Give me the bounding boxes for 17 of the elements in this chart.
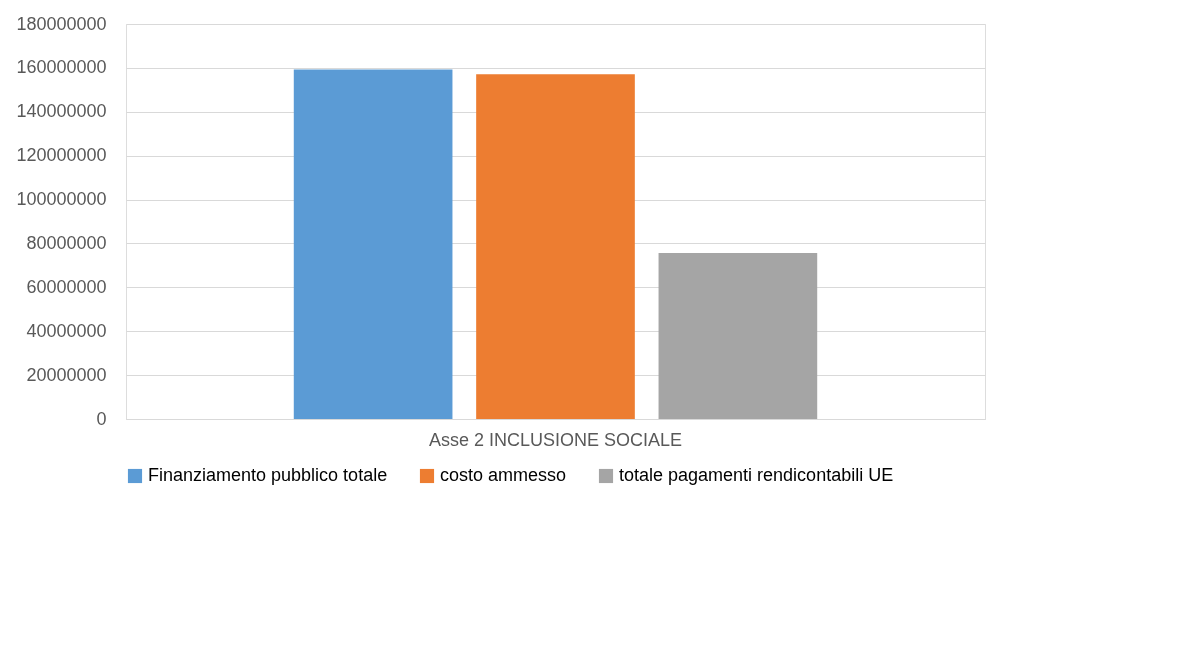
bar	[476, 74, 635, 419]
bar	[293, 69, 453, 419]
legend-label: costo ammesso	[440, 465, 567, 485]
y-tick-label: 120000000	[16, 145, 107, 166]
bar	[658, 252, 818, 419]
y-tick-label: 180000000	[16, 13, 107, 34]
y-tick-label: 60000000	[26, 276, 107, 297]
y-tick-label: 40000000	[26, 320, 107, 341]
y-tick-label: 0	[96, 408, 107, 429]
x-tick-label: Asse 2 INCLUSIONE SOCIALE	[428, 429, 683, 450]
y-tick-label: 80000000	[26, 232, 107, 253]
y-tick-label: 20000000	[26, 364, 107, 385]
legend-label: Finanziamento pubblico totale	[148, 465, 388, 485]
y-tick-label: 140000000	[16, 101, 107, 122]
y-tick-label: 100000000	[16, 189, 107, 210]
legend-label: totale pagamenti rendicontabili UE	[619, 465, 894, 485]
y-tick-label: 160000000	[16, 57, 107, 78]
